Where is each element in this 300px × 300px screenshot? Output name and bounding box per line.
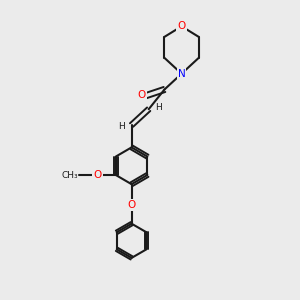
Text: H: H xyxy=(155,103,162,112)
Text: O: O xyxy=(137,90,146,100)
Text: CH₃: CH₃ xyxy=(61,170,78,179)
Text: O: O xyxy=(178,21,186,31)
Text: N: N xyxy=(178,69,185,79)
Text: O: O xyxy=(93,170,101,180)
Text: O: O xyxy=(128,200,136,210)
Text: H: H xyxy=(118,122,125,131)
